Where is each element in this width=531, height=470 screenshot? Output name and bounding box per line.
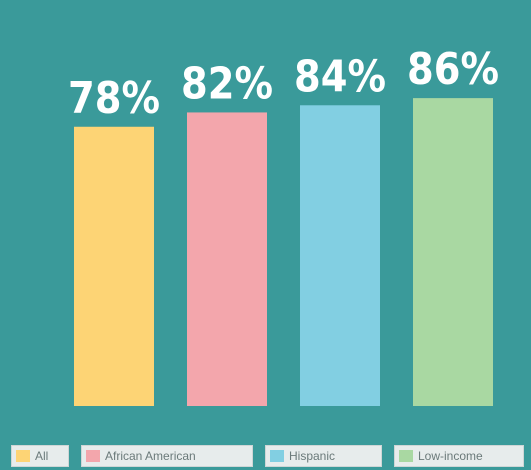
legend-label-hispanic: Hispanic bbox=[289, 449, 335, 463]
bar-hispanic bbox=[300, 105, 380, 406]
value-label-african-american: 82% bbox=[181, 58, 273, 109]
bar-low-income bbox=[413, 98, 493, 406]
legend-swatch-african-american bbox=[86, 450, 100, 462]
value-label-all: 78% bbox=[68, 73, 160, 124]
legend-label-all: All bbox=[35, 449, 48, 463]
legend-item-hispanic: Hispanic bbox=[265, 445, 382, 467]
chart-legend: All African American Hispanic Low-income bbox=[11, 445, 526, 467]
bar-african-american bbox=[187, 112, 267, 406]
legend-item-all: All bbox=[11, 445, 69, 467]
bar-chart: 78% 82% 84% 86% bbox=[0, 0, 531, 430]
value-label-hispanic: 84% bbox=[294, 51, 386, 102]
legend-item-african-american: African American bbox=[81, 445, 253, 467]
value-label-low-income: 86% bbox=[407, 44, 499, 95]
legend-label-african-american: African American bbox=[105, 449, 196, 463]
legend-label-low-income: Low-income bbox=[418, 449, 483, 463]
legend-swatch-all bbox=[16, 450, 30, 462]
legend-swatch-hispanic bbox=[270, 450, 284, 462]
legend-swatch-low-income bbox=[399, 450, 413, 462]
bar-all bbox=[74, 127, 154, 406]
legend-item-low-income: Low-income bbox=[394, 445, 524, 467]
